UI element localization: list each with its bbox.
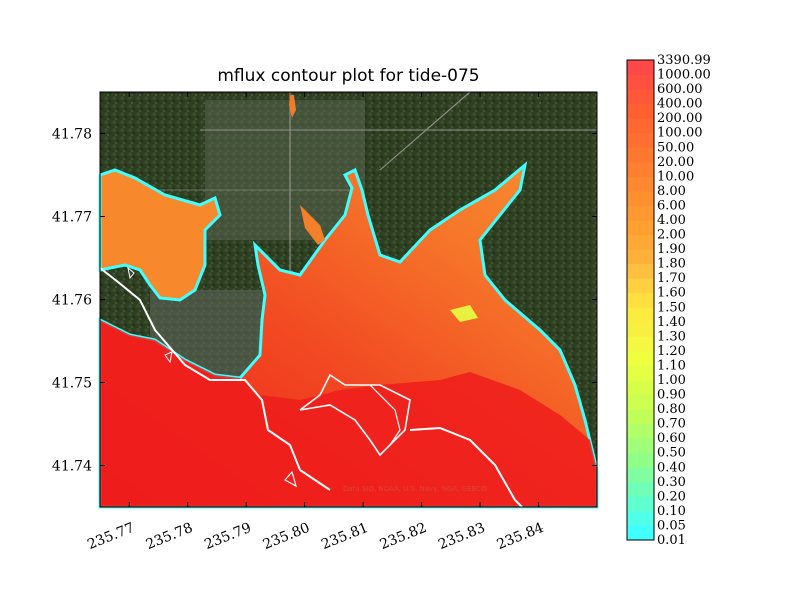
colorbar-segment [627,394,654,410]
colorbar-level-label: 0.90 [657,388,686,403]
x-tick-label: 235.77 [85,520,136,553]
colorbar-level-label: 0.40 [657,460,686,475]
colorbar-segment [627,380,654,396]
colorbar-segment [627,321,654,337]
colorbar-segment [627,481,654,497]
colorbar-level-label: 1000.00 [657,68,711,83]
colorbar-segment [627,423,654,439]
y-tick-label: 41.76 [52,293,92,309]
x-tick-label: 235.78 [144,520,195,553]
x-tick-label: 235.82 [378,520,429,553]
colorbar-level-label: 0.60 [657,431,686,446]
colorbar-level-label: 1.20 [657,344,686,359]
colorbar-level-label: 200.00 [657,111,703,126]
colorbar-segment [627,220,654,236]
colorbar-segment [627,365,654,381]
colorbar-level-label: 3390.99 [657,53,711,68]
y-tick-label: 41.78 [52,127,92,143]
colorbar-level-label: 100.00 [657,126,703,141]
y-tick-label: 41.75 [52,376,92,392]
colorbar-level-label: 600.00 [657,82,703,97]
colorbar-level-label: 0.10 [657,504,686,519]
colorbar-segment [627,452,654,468]
colorbar-level-label: 0.50 [657,446,686,461]
colorbar-segment [627,336,654,352]
colorbar-level-label: 50.00 [657,140,694,155]
colorbar-segment [627,496,654,512]
colorbar-segment [627,161,654,177]
colorbar-segment [627,525,654,541]
colorbar-segment [627,234,654,250]
colorbar-segment [627,118,654,134]
colorbar-segment [627,438,654,454]
colorbar-segment [627,510,654,526]
y-tick-label: 41.77 [52,210,92,226]
colorbar-segment [627,263,654,279]
colorbar-level-label: 400.00 [657,97,703,112]
colorbar-segment [627,205,654,221]
colorbar-level-label: 0.30 [657,475,686,490]
colorbar-segment [627,132,654,148]
x-tick-label: 235.84 [495,520,546,553]
colorbar-level-label: 1.50 [657,300,686,315]
colorbar: 0.010.050.100.200.300.400.500.600.700.80… [626,53,711,548]
colorbar-level-label: 10.00 [657,169,694,184]
colorbar-segment [627,292,654,308]
colorbar-segment [627,409,654,425]
colorbar-level-label: 1.40 [657,315,686,330]
colorbar-level-label: 2.00 [657,228,686,243]
colorbar-segment [627,89,654,105]
colorbar-segment [627,278,654,294]
colorbar-level-label: 0.05 [657,518,686,533]
colorbar-level-label: 0.20 [657,489,686,504]
colorbar-segment [627,74,654,90]
colorbar-level-label: 6.00 [657,198,686,213]
x-tick-label: 235.83 [436,520,487,553]
x-tick-label: 235.79 [202,520,253,553]
y-axis: 41.74 41.75 41.76 41.77 41.78 [52,127,597,475]
colorbar-segment [627,103,654,119]
colorbar-segment [627,307,654,323]
colorbar-level-label: 0.01 [657,533,686,548]
colorbar-level-label: 0.80 [657,402,686,417]
x-tick-label: 235.80 [261,520,312,553]
colorbar-segment [627,176,654,192]
y-tick-label: 41.74 [52,459,92,475]
colorbar-segment [627,467,654,483]
colorbar-segment [627,60,654,76]
colorbar-level-label: 1.30 [657,329,686,344]
colorbar-level-label: 1.70 [657,271,686,286]
x-tick-label: 235.81 [319,520,370,553]
colorbar-segment [627,350,654,366]
chart-title: mflux contour plot for tide-075 [217,66,480,86]
colorbar-level-label: 8.00 [657,184,686,199]
colorbar-segment [627,190,654,206]
colorbar-level-label: 20.00 [657,155,694,170]
mflux-field [98,95,599,509]
colorbar-segment [627,147,654,163]
colorbar-level-label: 1.10 [657,358,686,373]
colorbar-level-label: 1.00 [657,373,686,388]
colorbar-level-label: 1.80 [657,257,686,272]
colorbar-level-label: 0.70 [657,417,686,432]
colorbar-segment [627,249,654,265]
colorbar-frame [626,59,655,541]
map-attribution: Data SIO, NOAA, U.S. Navy, NGA, GEBCO [343,485,487,493]
colorbar-level-label: 1.90 [657,242,686,257]
colorbar-level-label: 4.00 [657,213,686,228]
colorbar-level-label: 1.60 [657,286,686,301]
